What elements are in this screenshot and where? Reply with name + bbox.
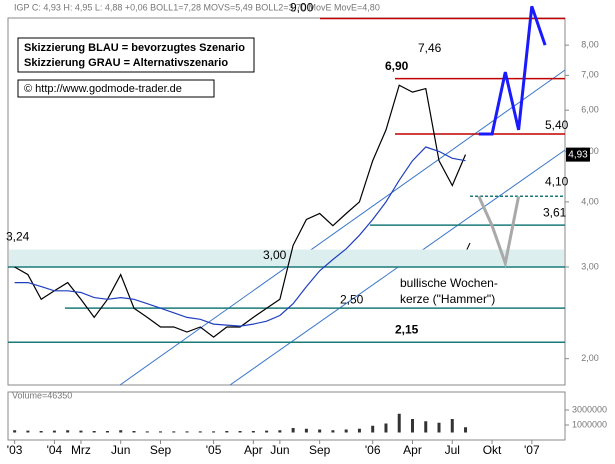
level-label: 5,40 xyxy=(545,118,569,132)
volume-bar xyxy=(185,431,189,433)
level-label: 2,50 xyxy=(340,292,364,306)
x-tick-label: Sep xyxy=(150,443,172,457)
x-tick-label: Sep xyxy=(309,443,331,457)
price-annotation: 7,46 xyxy=(418,41,442,55)
level-label: 9,00 xyxy=(290,1,314,15)
volume-bar xyxy=(225,431,229,433)
volume-bar xyxy=(291,428,295,433)
y-tick-label: 6,00 xyxy=(581,105,599,115)
x-tick-label: '05 xyxy=(206,443,222,457)
header: IGP C: 4,93 H: 4,95 L: 4,88 +0,06 BOLL1=… xyxy=(14,2,380,12)
volume-bar xyxy=(145,431,149,433)
y-tick-label: 2,00 xyxy=(581,353,599,363)
y-tick-label: 3,00 xyxy=(581,261,599,271)
y-tick-label: 8,00 xyxy=(581,40,599,50)
x-tick-label: Jul xyxy=(445,443,460,457)
volume-bar xyxy=(238,431,242,433)
volume-bar xyxy=(410,419,414,433)
x-tick-label: Apr xyxy=(403,443,422,457)
volume-bar xyxy=(344,429,348,433)
volume-bar xyxy=(304,428,308,433)
level-label: 4,10 xyxy=(545,174,569,188)
volume-bar xyxy=(26,430,30,433)
volume-bar xyxy=(79,430,83,433)
series-line xyxy=(477,195,521,269)
volume-label: Volume=46350 xyxy=(12,390,72,400)
x-tick-label: '04 xyxy=(47,443,63,457)
level-label: 2,15 xyxy=(395,322,419,336)
volume-bar xyxy=(119,430,123,433)
x-tick-label: Jun xyxy=(111,443,130,457)
level-label: 6,90 xyxy=(385,59,409,73)
x-tick-label: Okt xyxy=(483,443,502,457)
volume-tick-label: 1000000 xyxy=(572,419,607,429)
volume-bar xyxy=(278,430,282,433)
volume-bar xyxy=(424,421,428,433)
series-line xyxy=(14,146,466,327)
volume-bar xyxy=(331,430,335,433)
volume-bar xyxy=(132,431,136,433)
level-label: 3,61 xyxy=(543,205,567,219)
series-line xyxy=(478,5,547,136)
volume-bar xyxy=(198,431,202,433)
x-tick-label: Apr xyxy=(244,443,263,457)
volume-bar xyxy=(105,431,109,433)
volume-bar xyxy=(397,413,401,433)
x-tick-label: '07 xyxy=(524,443,540,457)
volume-bar xyxy=(52,430,56,433)
last-price-box xyxy=(566,147,590,162)
volume-bar xyxy=(384,423,388,433)
legend-line: Skizzierung BLAU = bevorzugtes Szenario xyxy=(24,42,245,54)
trend-line xyxy=(119,69,566,386)
x-tick-label: '06 xyxy=(365,443,381,457)
support-zone xyxy=(9,249,564,267)
volume-bar xyxy=(265,430,269,433)
hammer-note: kerze ("Hammer") xyxy=(400,292,495,306)
legend-box xyxy=(17,37,255,73)
volume-bar xyxy=(172,431,176,433)
volume-bar xyxy=(13,430,17,433)
price-annotation: 3,24 xyxy=(6,230,30,244)
copyright-box xyxy=(17,79,215,98)
volume-bar xyxy=(318,429,322,433)
hammer-note: bullische Wochen- xyxy=(400,276,498,290)
volume-bar xyxy=(39,431,43,433)
volume-bar xyxy=(212,431,216,433)
volume-frame xyxy=(7,391,566,441)
copyright: © http://www.godmode-trader.de xyxy=(24,83,182,95)
x-tick-label: Mrz xyxy=(71,443,91,457)
y-tick-label: 7,00 xyxy=(581,70,599,80)
series-line xyxy=(14,84,467,338)
volume-bar xyxy=(437,422,441,433)
level-label: 3,00 xyxy=(263,248,287,262)
y-tick-label: 4,00 xyxy=(581,196,599,206)
volume-bar xyxy=(357,428,361,433)
volume-bar xyxy=(251,431,255,433)
x-tick-label: Jun xyxy=(270,443,289,457)
volume-bar xyxy=(371,425,375,433)
last-price: 4,93 xyxy=(568,149,588,160)
volume-tick-label: 3000000 xyxy=(572,404,607,414)
x-tick-label: '03 xyxy=(7,443,23,457)
volume-bar xyxy=(464,427,468,433)
volume-bar xyxy=(159,431,163,433)
volume-bar xyxy=(450,419,454,433)
volume-bar xyxy=(66,430,70,433)
legend-line: Skizzierung GRAU = Alternativszenario xyxy=(24,57,228,69)
volume-bar xyxy=(92,431,96,433)
